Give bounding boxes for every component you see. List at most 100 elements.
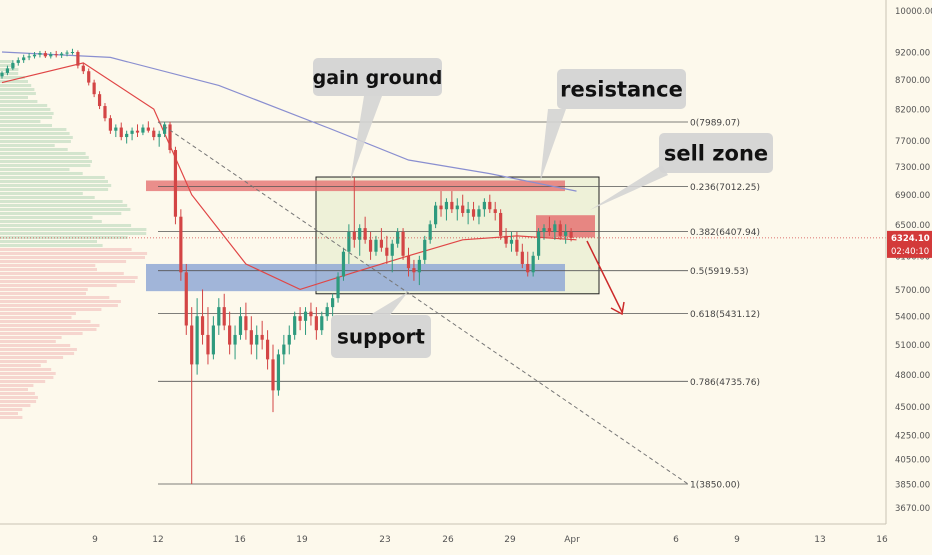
time-axis-tick-label: 9: [92, 535, 98, 545]
volume-profile-bar: [0, 76, 25, 79]
callout-box: [313, 58, 442, 96]
volume-profile-bar: [0, 128, 67, 131]
candle-body: [81, 65, 85, 72]
candle-body: [314, 316, 318, 331]
candle-body: [141, 127, 145, 133]
candle-body: [87, 71, 91, 83]
fib-level-label: 0.618(5431.12): [690, 310, 760, 320]
callout-label: resistance: [560, 78, 683, 102]
candle-body: [347, 231, 351, 252]
candle-body: [211, 325, 215, 355]
candle-body: [509, 239, 514, 244]
volume-profile-bar: [0, 224, 132, 227]
volume-profile-bar: [0, 152, 86, 155]
volume-profile-bar: [0, 388, 28, 391]
candle-body: [531, 255, 535, 273]
candle-body: [439, 205, 443, 210]
volume-profile-bar: [0, 268, 97, 271]
drawings[interactable]: [0, 121, 886, 485]
callout-label: support: [337, 325, 425, 349]
candle-body: [412, 268, 416, 273]
candle-body: [135, 130, 140, 133]
candle-body: [358, 228, 362, 240]
callouts: gain ground resistance sell zone support: [313, 58, 773, 358]
price-axis-tick-label: 7700.00: [895, 137, 930, 147]
volume-profile-bar: [0, 156, 89, 159]
candle-body: [255, 334, 259, 345]
volume-profile-bar: [0, 116, 53, 119]
resistance-zone: [146, 180, 565, 192]
moving-average-line: [1, 62, 577, 291]
volume-profile-bar: [0, 124, 52, 127]
volume-profile-bar: [0, 408, 23, 411]
candle-body: [70, 52, 75, 53]
volume-profile-bar: [0, 68, 19, 71]
candle-body: [157, 133, 161, 138]
candle-body: [173, 150, 178, 217]
candle-body: [179, 216, 183, 273]
volume-profile-bar: [0, 132, 70, 135]
candle-body: [309, 311, 313, 317]
fibonacci-retracement[interactable]: 0(7989.07) 0.236(7012.25) 0.382(6407.94) 0.…: [158, 118, 760, 491]
volume-profile-bar: [0, 200, 123, 203]
candle-body: [341, 251, 346, 277]
price-axis-tick-label: 3850.00: [895, 481, 930, 491]
price-axis-tick-label: 3670.00: [895, 504, 930, 514]
volume-profile-bar: [0, 404, 31, 407]
candle-body: [32, 54, 37, 57]
candle-body: [553, 224, 557, 232]
volume-profile-bar: [0, 276, 138, 279]
candle-body: [331, 298, 335, 308]
candle-body: [97, 94, 102, 107]
volume-profile-bar: [0, 288, 88, 291]
volume-profile-bar: [0, 400, 37, 403]
volume-profile-bar: [0, 188, 109, 191]
fib-level-label: 0.236(7012.25): [690, 183, 760, 193]
candle-body: [125, 133, 129, 138]
volume-profile-bar: [0, 240, 97, 243]
time-axis-tick-label: 16: [234, 535, 246, 545]
price-axis-tick-label: 10000.00: [895, 7, 932, 17]
candle-body: [401, 231, 405, 256]
volume-profile-bar: [0, 316, 72, 319]
volume-profile-bar: [0, 364, 41, 367]
callout-box: [557, 69, 686, 109]
candle-body: [450, 201, 454, 210]
callout-pointer: [540, 109, 566, 182]
volume-profile-bar: [0, 144, 55, 147]
moving-averages: [1, 51, 577, 291]
candle-body: [471, 209, 476, 217]
fib-level-label: 0.5(5919.53): [690, 267, 749, 277]
candle-body: [390, 243, 394, 256]
candle-body: [423, 239, 427, 260]
candle-body: [163, 124, 167, 134]
time-axis-tick-label: 12: [152, 535, 163, 545]
callout-box: [659, 133, 773, 173]
candle-body: [287, 334, 291, 345]
volume-profile-bar: [0, 328, 97, 331]
price-axis-tick-label: 5400.00: [895, 313, 930, 323]
current-price-value: 6324.10: [891, 234, 930, 244]
price-axis-tick-label: 6500.00: [895, 221, 930, 231]
candle-body: [493, 209, 497, 213]
volume-profile-bar: [0, 136, 73, 139]
volume-profile-bar: [0, 120, 41, 123]
callout-pointer: [590, 165, 668, 210]
price-axis-tick-label: 4250.00: [895, 431, 930, 441]
volume-profile-bar: [0, 336, 62, 339]
callout-label: sell zone: [664, 142, 768, 166]
candle-body: [293, 316, 297, 335]
price-axis-tick-label: 9200.00: [895, 49, 930, 59]
candle-body: [103, 106, 107, 119]
candle-body: [130, 130, 134, 134]
volume-profile-bar: [0, 212, 122, 215]
candle-body: [477, 209, 481, 217]
volume-profile-bar: [0, 320, 91, 323]
volume-profile-bar: [0, 232, 147, 235]
price-axis-tick-label: 4800.00: [895, 371, 930, 381]
volume-profile-bar: [0, 208, 131, 211]
volume-profile-bar: [0, 176, 105, 179]
candle-body: [374, 239, 378, 252]
